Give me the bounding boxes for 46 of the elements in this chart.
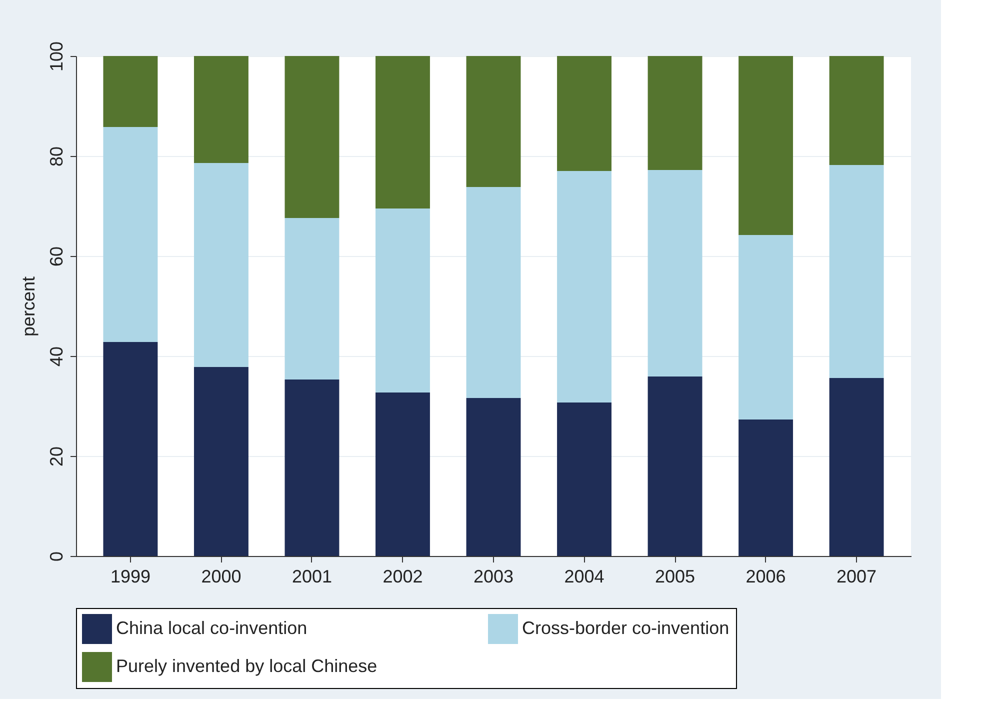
y-tick-label: 60	[46, 246, 66, 267]
bar	[557, 171, 612, 402]
bar	[103, 342, 158, 556]
y-tick-label: 0	[46, 551, 66, 562]
bar	[738, 420, 794, 556]
bar	[194, 56, 248, 163]
bar	[738, 56, 794, 235]
bar	[738, 235, 794, 420]
x-tick-label: 2003	[473, 566, 514, 586]
x-tick-label: 1999	[110, 566, 150, 586]
x-tick-label: 2007	[836, 566, 877, 586]
legend-label: China local co-invention	[116, 618, 308, 638]
bar	[557, 56, 612, 171]
y-tick-label: 100	[46, 41, 66, 72]
y-tick-label: 20	[46, 446, 66, 467]
bar	[284, 380, 340, 556]
x-tick-label: 2005	[655, 566, 696, 586]
legend-label: Cross-border co-invention	[522, 618, 730, 638]
bar	[376, 208, 430, 392]
bar	[194, 367, 248, 556]
bar	[829, 56, 884, 165]
x-tick-label: 2006	[746, 566, 786, 586]
bar	[284, 56, 340, 218]
bar	[648, 170, 702, 376]
bar	[466, 187, 521, 398]
x-tick-label: 2000	[201, 566, 242, 586]
bar	[376, 392, 430, 556]
bar	[829, 378, 884, 556]
x-tick-label: 2004	[564, 566, 604, 586]
bar	[557, 402, 612, 556]
bar	[829, 165, 884, 378]
x-tick-label: 2001	[292, 566, 332, 586]
legend-label: Purely invented by local Chinese	[116, 656, 378, 676]
bar	[376, 56, 430, 208]
bar	[194, 163, 248, 367]
y-tick-label: 40	[46, 346, 66, 367]
bar	[466, 398, 521, 556]
bar	[648, 376, 702, 556]
x-tick-label: 2002	[382, 566, 423, 586]
bar	[103, 127, 158, 342]
bar	[648, 56, 702, 170]
bar	[284, 218, 340, 380]
y-tick-label: 80	[46, 146, 66, 167]
bar	[103, 56, 158, 127]
y-axis-title: percent	[18, 276, 38, 337]
bar	[466, 56, 521, 187]
